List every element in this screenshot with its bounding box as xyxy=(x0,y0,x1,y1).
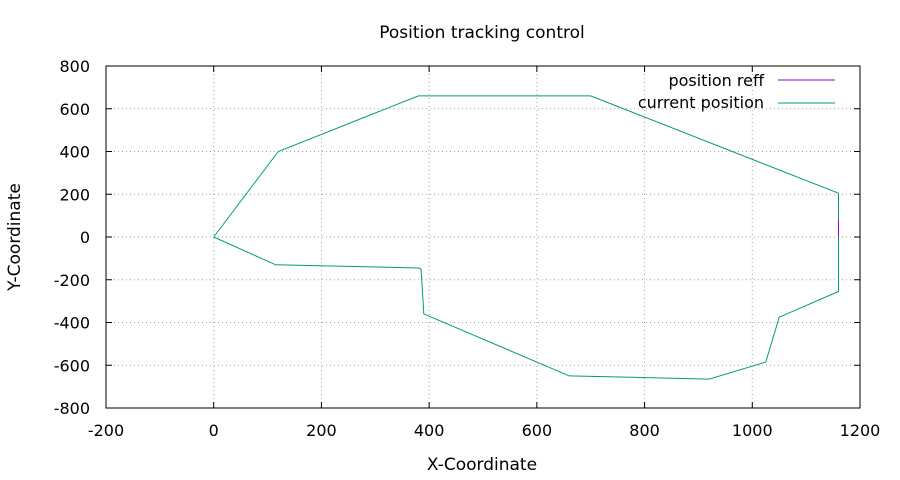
y-tick-label: 200 xyxy=(59,185,90,204)
y-axis-label: Y-Coordinate xyxy=(5,183,25,292)
x-tick-label: 0 xyxy=(209,421,219,440)
ticks-layer: -200 0 200 400 600 800 1000 1200 -800 -600 -400 -20… xyxy=(54,57,881,440)
y-tick-label: -800 xyxy=(54,399,90,418)
y-tick-label: 0 xyxy=(80,228,90,247)
x-tick-label: 1200 xyxy=(840,421,881,440)
y-tick-label: -400 xyxy=(54,314,90,333)
y-tick-label: 400 xyxy=(59,143,90,162)
x-tick-label: 400 xyxy=(414,421,445,440)
legend: position reff current position xyxy=(638,71,835,112)
plot-frame xyxy=(105,65,861,409)
x-tick-label: 200 xyxy=(306,421,337,440)
chart-title: Position tracking control xyxy=(379,23,584,43)
x-tick-label: -200 xyxy=(88,421,124,440)
x-tick-label: 1000 xyxy=(732,421,773,440)
legend-label-position-reff: position reff xyxy=(668,71,765,90)
y-tick-label: 600 xyxy=(59,100,90,119)
x-tick-label: 600 xyxy=(522,421,553,440)
x-tick-label: 800 xyxy=(629,421,660,440)
series-line-current-position xyxy=(213,95,839,380)
series-layer xyxy=(213,95,839,380)
y-tick-label: -200 xyxy=(54,271,90,290)
y-tick-label: -600 xyxy=(54,356,90,375)
grid-layer xyxy=(106,66,860,408)
x-axis-label: X-Coordinate xyxy=(427,455,537,475)
y-tick-label: 800 xyxy=(59,57,90,76)
legend-label-current-position: current position xyxy=(638,93,764,112)
